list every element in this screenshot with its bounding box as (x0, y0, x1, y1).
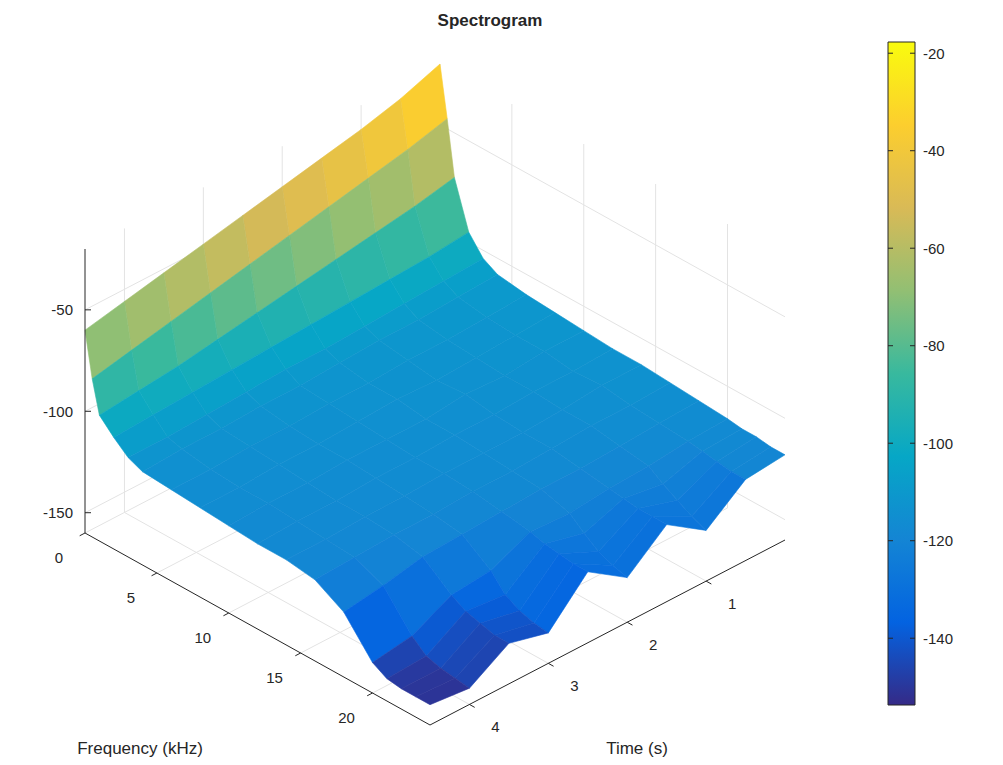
svg-text:0: 0 (55, 549, 63, 566)
svg-text:-140: -140 (923, 630, 953, 647)
svg-text:10: 10 (194, 629, 211, 646)
svg-text:-50: -50 (51, 301, 73, 318)
svg-text:Time (s): Time (s) (606, 739, 668, 758)
svg-text:15: 15 (266, 669, 283, 686)
svg-text:-120: -120 (923, 532, 953, 549)
svg-text:Frequency (kHz): Frequency (kHz) (77, 739, 203, 758)
svg-text:-20: -20 (923, 45, 945, 62)
svg-text:1: 1 (728, 595, 736, 612)
svg-text:3: 3 (570, 677, 578, 694)
svg-text:-150: -150 (43, 504, 73, 521)
svg-text:-60: -60 (923, 240, 945, 257)
svg-text:20: 20 (338, 709, 355, 726)
svg-text:Spectrogram: Spectrogram (438, 11, 543, 30)
svg-text:5: 5 (127, 589, 135, 606)
svg-text:-80: -80 (923, 337, 945, 354)
svg-text:-40: -40 (923, 142, 945, 159)
svg-text:4: 4 (491, 718, 499, 735)
svg-text:-100: -100 (43, 403, 73, 420)
svg-text:-100: -100 (923, 435, 953, 452)
svg-text:2: 2 (649, 636, 657, 653)
